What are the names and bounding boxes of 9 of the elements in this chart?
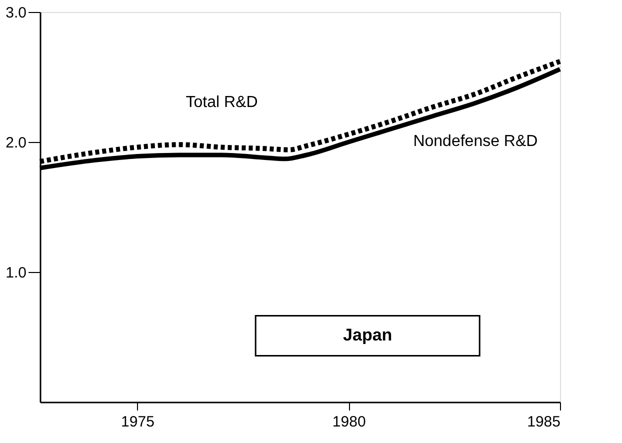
annotation: Japan: [343, 326, 392, 345]
y-tick-label: 2.0: [6, 134, 26, 152]
y-tick-label: 3.0: [6, 4, 26, 22]
x-tick-label: 1975: [121, 414, 154, 430]
text: Total R&D: [186, 94, 258, 112]
x-tick-label: 1980: [332, 414, 366, 430]
x-tick-label: 1985: [527, 414, 560, 430]
series-label: Nondefense R&D: [413, 133, 538, 150]
y-tick-label: 1.0: [6, 264, 26, 282]
